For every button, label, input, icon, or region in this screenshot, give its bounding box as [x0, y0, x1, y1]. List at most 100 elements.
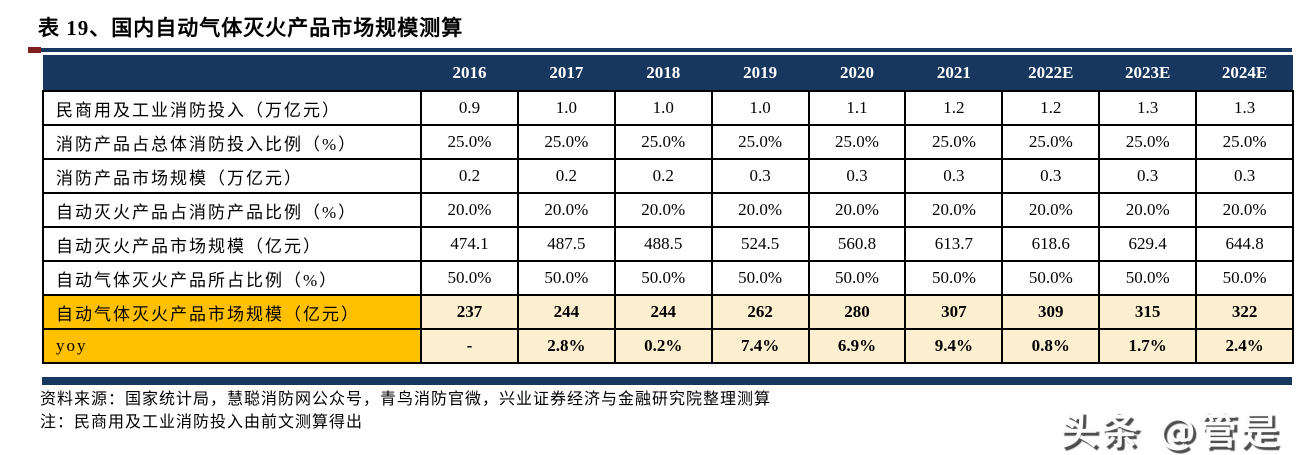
table-cell: 1.2	[904, 90, 1004, 126]
table-cell: 0.3	[710, 158, 810, 194]
table-cell: 50.0%	[710, 260, 810, 296]
table-cell: 0.3	[1195, 158, 1295, 194]
table-cell: 50.0%	[1098, 260, 1198, 296]
table-cell: 50.0%	[904, 260, 1004, 296]
table-cell: 644.8	[1195, 226, 1295, 262]
row-label: 民商用及工业消防投入（万亿元）	[42, 90, 422, 126]
table-cell: 20.0%	[420, 192, 519, 228]
table-cell: 25.0%	[807, 124, 907, 160]
year-header: 2023E	[1099, 55, 1197, 91]
table-cell: 309	[1001, 294, 1101, 330]
table-cell: 20.0%	[613, 192, 713, 228]
table-cell: 1.0	[516, 90, 616, 126]
row-label: 消防产品市场规模（万亿元）	[42, 158, 422, 194]
table-cell: 629.4	[1098, 226, 1198, 262]
table-cell: 524.5	[710, 226, 810, 262]
year-header: 2018	[614, 55, 712, 91]
table-cell: 0.3	[904, 158, 1004, 194]
table-cell: 50.0%	[1001, 260, 1101, 296]
table-title: 表 19、国内自动气体灭火产品市场规模测算	[38, 16, 464, 40]
table-cell: 50.0%	[807, 260, 907, 296]
table-cell: 613.7	[904, 226, 1004, 262]
row-label: 自动气体灭火产品市场规模（亿元）	[42, 294, 422, 330]
table-cell: 20.0%	[904, 192, 1004, 228]
table-cell: 50.0%	[613, 260, 713, 296]
table-cell: 1.3	[1195, 90, 1295, 126]
table-row: 消防产品市场规模（万亿元） 0.2 0.2 0.2 0.3 0.3 0.3 0.3 0.3 0.3	[42, 158, 1295, 194]
table-cell: 50.0%	[516, 260, 616, 296]
table-cell: 0.9	[420, 90, 519, 126]
year-header: 2017	[517, 55, 615, 91]
table-cell: 0.8%	[1001, 328, 1101, 364]
table-row: 消防产品占总体消防投入比例（%） 25.0% 25.0% 25.0% 25.0% 25.0…	[42, 124, 1295, 160]
table-cell: 50.0%	[1195, 260, 1295, 296]
table-cell: 20.0%	[710, 192, 810, 228]
title-rule	[28, 47, 1292, 53]
table-row: 自动灭火产品占消防产品比例（%） 20.0% 20.0% 20.0% 20.0% 20.0…	[42, 192, 1295, 228]
table-cell: 20.0%	[1098, 192, 1198, 228]
table-cell: 1.7%	[1098, 328, 1198, 364]
table-cell: 244	[516, 294, 616, 330]
table-bottom-rule	[42, 377, 1292, 385]
row-label: 消防产品占总体消防投入比例（%）	[42, 124, 422, 160]
table-cell: 25.0%	[904, 124, 1004, 160]
table-cell: 20.0%	[807, 192, 907, 228]
table-cell: 0.3	[807, 158, 907, 194]
table-cell: 25.0%	[613, 124, 713, 160]
table-cell: 322	[1195, 294, 1295, 330]
table-cell: -	[420, 328, 519, 364]
header-label-spacer	[43, 55, 421, 91]
table-cell: 50.0%	[420, 260, 519, 296]
table-cell: 237	[420, 294, 519, 330]
table-row: 自动气体灭火产品所占比例（%） 50.0% 50.0% 50.0% 50.0% 50.0%…	[42, 260, 1295, 296]
year-header: 2020	[808, 55, 906, 91]
table-cell: 0.3	[1001, 158, 1101, 194]
year-header: 2024E	[1196, 55, 1294, 91]
table-cell: 280	[807, 294, 907, 330]
year-header: 2022E	[1002, 55, 1100, 91]
row-label: 自动灭火产品占消防产品比例（%）	[42, 192, 422, 228]
watermark: 头条 @管是	[1059, 409, 1281, 453]
table-cell: 1.1	[807, 90, 907, 126]
year-header: 2016	[421, 55, 518, 91]
table-cell: 560.8	[807, 226, 907, 262]
table-cell: 0.2	[516, 158, 616, 194]
table-cell: 487.5	[516, 226, 616, 262]
table-cell: 488.5	[613, 226, 713, 262]
table-cell: 25.0%	[1195, 124, 1295, 160]
table-cell: 20.0%	[1001, 192, 1101, 228]
market-size-table: 2016 2017 2018 2019 2020 2021 2022E 2023E 2024E …	[42, 55, 1295, 364]
table-cell: 1.0	[710, 90, 810, 126]
table-cell: 262	[710, 294, 810, 330]
table-cell: 25.0%	[1001, 124, 1101, 160]
table-cell: 0.2	[613, 158, 713, 194]
table-cell: 0.2	[420, 158, 519, 194]
table-cell: 25.0%	[516, 124, 616, 160]
table-row: 自动气体灭火产品市场规模（亿元） 237 244 244 262 280 307 309 315…	[42, 294, 1295, 330]
table-row: 民商用及工业消防投入（万亿元） 0.9 1.0 1.0 1.0 1.1 1.2 1.2 1.3 1…	[42, 90, 1295, 126]
table-cell: 0.3	[1098, 158, 1198, 194]
table-cell: 1.3	[1098, 90, 1198, 126]
table-cell: 7.4%	[710, 328, 810, 364]
row-label: yoy	[42, 328, 422, 364]
table-cell: 0.2%	[613, 328, 713, 364]
source-note: 资料来源：国家统计局，慧聪消防网公众号，青鸟消防官微，兴业证券经济与金融研究院整…	[40, 391, 772, 408]
table-row: 自动灭火产品市场规模（亿元） 474.1 487.5 488.5 524.5 560.8 6…	[42, 226, 1295, 262]
table-cell: 1.2	[1001, 90, 1101, 126]
rule-red-accent	[28, 47, 41, 53]
table-cell: 6.9%	[807, 328, 907, 364]
table-cell: 25.0%	[1098, 124, 1198, 160]
table-cell: 1.0	[613, 90, 713, 126]
table-cell: 474.1	[420, 226, 519, 262]
table-cell: 25.0%	[710, 124, 810, 160]
table-cell: 2.8%	[516, 328, 616, 364]
year-header: 2021	[905, 55, 1003, 91]
table-cell: 20.0%	[1195, 192, 1295, 228]
table-cell: 618.6	[1001, 226, 1101, 262]
year-header: 2019	[711, 55, 809, 91]
table-cell: 315	[1098, 294, 1198, 330]
row-label: 自动气体灭火产品所占比例（%）	[42, 260, 422, 296]
table-row: yoy -2.8% 0.2% 7.4% 6.9% 9.4% 0.8% 1.7% 2.4%	[42, 328, 1295, 364]
calc-note: 注：民商用及工业消防投入由前文测算得出	[40, 414, 364, 431]
